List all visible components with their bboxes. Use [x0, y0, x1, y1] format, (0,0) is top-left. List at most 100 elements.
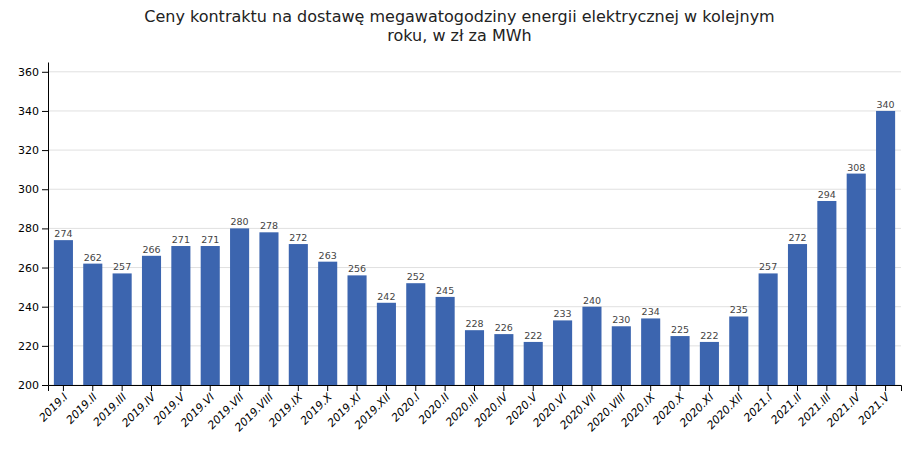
y-tick-mark: [42, 385, 48, 386]
bar: [524, 342, 543, 385]
y-tick-mark: [42, 150, 48, 151]
bar: [700, 342, 719, 385]
y-tick: 260: [18, 262, 48, 275]
x-tick-mark: [210, 385, 211, 391]
y-tick: 300: [18, 183, 48, 196]
x-tick-label: 2019.VIII: [232, 391, 276, 435]
y-tick-label: 220: [18, 340, 39, 353]
x-tick-label: 2020.IX: [619, 390, 658, 429]
bar: [817, 201, 836, 385]
x-tick: 2019.IV: [119, 385, 159, 430]
data-label: 308: [847, 162, 865, 173]
x-tick-mark: [92, 385, 93, 391]
x-tick-mark: [122, 385, 123, 391]
bar: [494, 334, 513, 385]
data-label: 272: [289, 232, 307, 243]
x-tick-mark: [151, 385, 152, 391]
y-tick-mark: [42, 189, 48, 190]
bar: [406, 283, 425, 385]
x-tick-mark: [386, 385, 387, 391]
data-label: 263: [319, 250, 337, 261]
grid-line: [48, 71, 901, 72]
plot-area: 2002202402602803003203403602019.I2019.II…: [18, 63, 902, 435]
data-label: 240: [583, 295, 601, 306]
x-tick-mark: [357, 385, 358, 391]
y-tick-mark: [42, 346, 48, 347]
x-tick-label: 2020.IV: [472, 389, 512, 429]
bar: [348, 275, 367, 385]
title: Ceny kontraktu na dostawę megawatogodzin…: [144, 7, 774, 45]
y-tick-label: 300: [18, 183, 39, 196]
x-tick: 2020.IV: [472, 385, 512, 430]
data-label: 245: [436, 285, 454, 296]
x-tick: 2020.IX: [619, 385, 658, 430]
data-label: 294: [818, 189, 836, 200]
data-label: 271: [201, 234, 219, 245]
y-tick: 280: [18, 222, 48, 235]
y-tick-label: 340: [18, 105, 39, 118]
x-tick-label: 2021.V: [856, 389, 894, 427]
data-label: 234: [642, 306, 660, 317]
bar: [318, 262, 337, 385]
bar: [788, 244, 807, 385]
x-tick-mark: [591, 385, 592, 391]
x-tick-mark: [445, 385, 446, 391]
x-tick-label: 2019.IV: [119, 389, 159, 429]
data-label: 225: [671, 324, 689, 335]
data-label: 257: [113, 261, 131, 272]
x-tick: 2020.XII: [704, 385, 745, 432]
data-label: 271: [172, 234, 190, 245]
y-tick: 200: [18, 379, 48, 392]
bar: [171, 246, 190, 385]
bar: [230, 228, 249, 385]
x-tick-mark: [533, 385, 534, 391]
x-tick-mark: [650, 385, 651, 391]
bar: [259, 232, 278, 385]
x-tick-mark: [239, 385, 240, 391]
x-tick: 2020.VIII: [585, 385, 629, 434]
x-tick: 2019.VIII: [232, 385, 276, 434]
x-tick: 2021.V: [856, 385, 894, 427]
y-tick-mark: [42, 268, 48, 269]
y-tick-mark: [42, 72, 48, 73]
data-label: 228: [465, 318, 483, 329]
data-label: 256: [348, 263, 366, 274]
bar: [612, 326, 631, 385]
x-tick-mark: [415, 385, 416, 391]
x-tick-mark: [268, 385, 269, 391]
data-label: 280: [231, 216, 249, 227]
bar: [759, 273, 778, 385]
data-label: 222: [700, 330, 718, 341]
grid-line: [48, 110, 901, 111]
x-tick-label: 2019.IX: [266, 390, 305, 429]
bar: [553, 320, 572, 385]
x-tick-label: 2019.XII: [352, 391, 393, 432]
x-tick-mark: [680, 385, 681, 391]
y-tick-label: 320: [18, 144, 39, 157]
bar: [377, 303, 396, 385]
x-tick-label: 2020.VIII: [585, 391, 629, 435]
x-tick: 2019.XII: [352, 385, 393, 432]
data-label: 257: [759, 261, 777, 272]
grid-line: [48, 228, 901, 229]
x-tick-label: 2021.IV: [824, 389, 864, 429]
y-axis: 200220240260280300320340360: [18, 63, 49, 393]
y-tick: 220: [18, 340, 48, 353]
bar: [113, 273, 132, 385]
x-tick-mark: [63, 385, 64, 391]
bar: [465, 330, 484, 385]
bar: [670, 336, 689, 385]
data-label: 230: [612, 314, 630, 325]
data-label: 272: [788, 232, 806, 243]
x-tick: 2019.IX: [266, 385, 305, 430]
chart: 2002202402602803003203403602019.I2019.II…: [0, 0, 919, 457]
data-label: 233: [554, 308, 572, 319]
data-label: 242: [377, 291, 395, 302]
y-tick-label: 280: [18, 222, 39, 235]
bar: [436, 297, 455, 385]
x-tick-mark: [503, 385, 504, 391]
data-labels: 2742622572662712712802782722632562422522…: [54, 99, 894, 341]
bars: [54, 111, 895, 385]
x-axis: 2019.I2019.II2019.III2019.IV2019.V2019.V…: [37, 385, 902, 434]
x-tick: 2021.IV: [824, 385, 864, 430]
